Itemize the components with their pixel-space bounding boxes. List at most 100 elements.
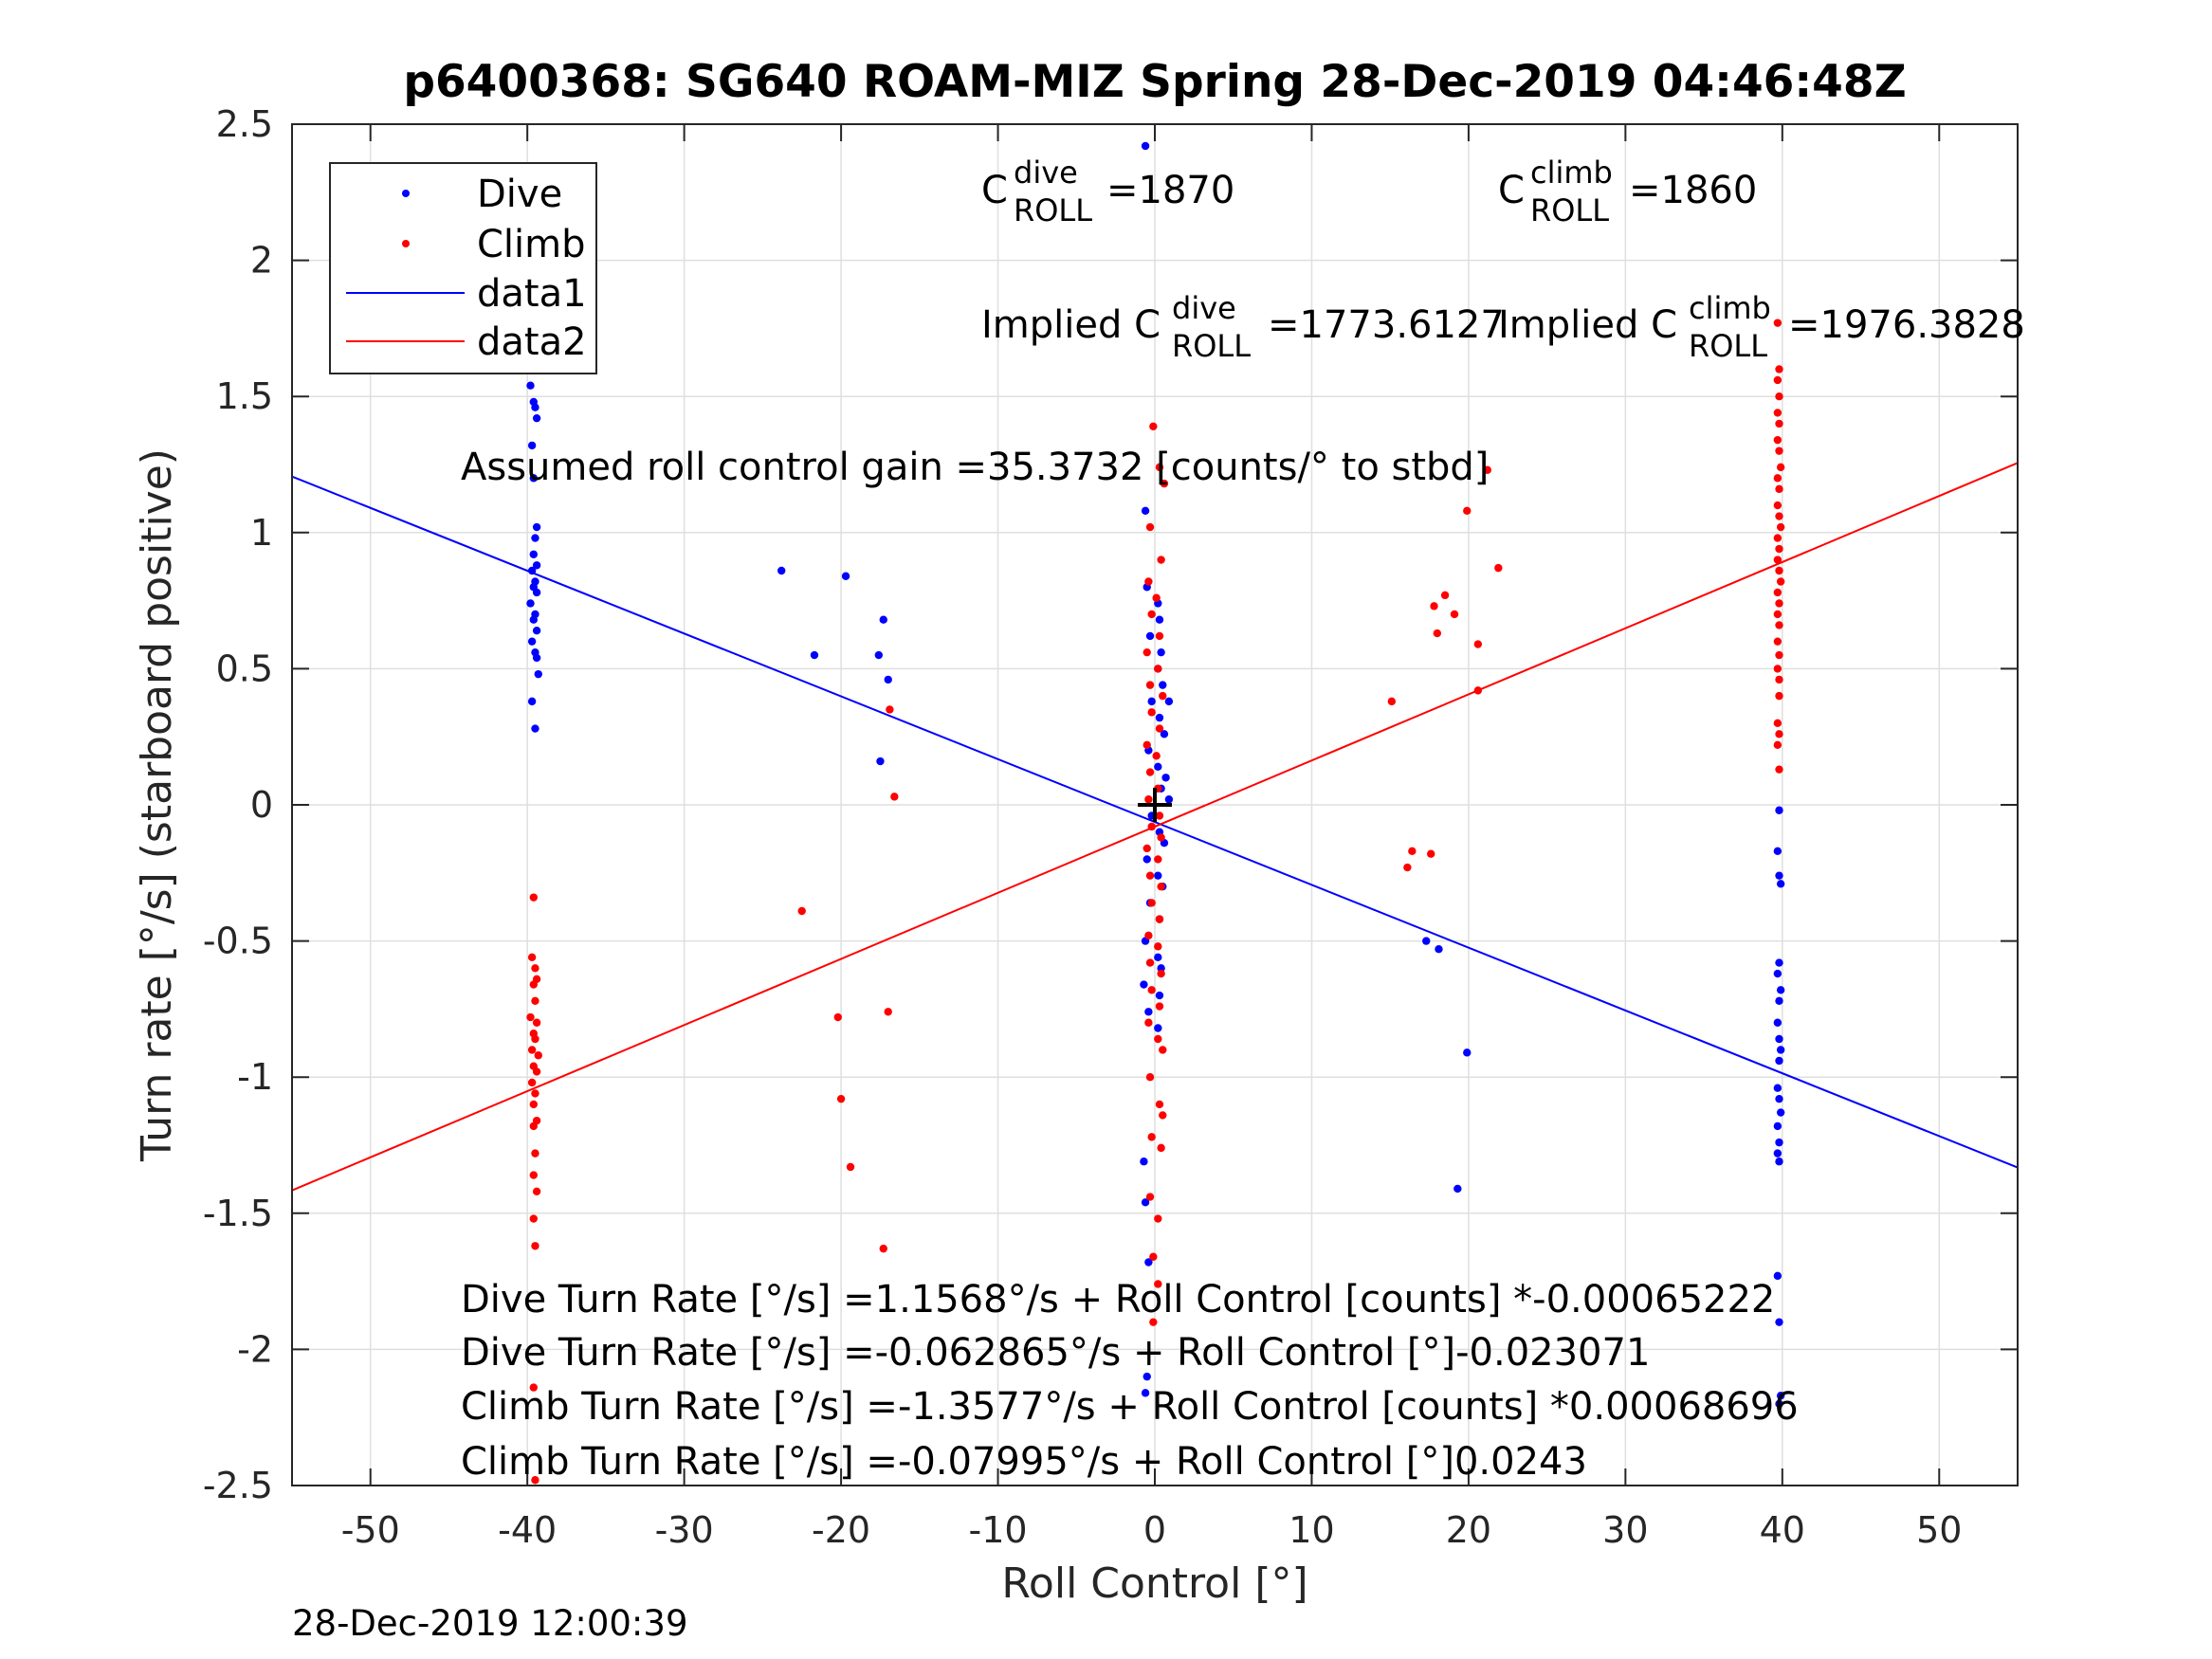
point-dive	[1140, 1158, 1148, 1166]
point-climb	[1427, 849, 1435, 858]
point-dive	[1773, 969, 1782, 978]
point-dive	[1773, 847, 1782, 856]
point-dive	[1776, 880, 1785, 888]
point-dive	[1141, 1198, 1150, 1207]
point-climb	[879, 1244, 887, 1253]
point-dive	[841, 572, 850, 580]
point-climb	[1145, 522, 1155, 532]
point-dive	[1773, 1121, 1782, 1131]
legend-marker-dive	[402, 190, 410, 197]
point-climb	[527, 1078, 537, 1087]
y-tick-label: -1	[237, 1056, 273, 1098]
point-climb	[1147, 610, 1156, 619]
point-dive	[1775, 806, 1783, 814]
point-climb	[1408, 847, 1417, 856]
point-dive	[527, 566, 537, 575]
annotation-c-climb-sub: ROLL	[1530, 192, 1609, 228]
point-dive	[1145, 631, 1155, 641]
data-points	[526, 141, 1785, 1485]
point-climb	[1145, 768, 1155, 776]
point-dive	[1144, 1258, 1153, 1267]
point-climb	[1775, 447, 1783, 455]
x-tick-label: 40	[1760, 1509, 1805, 1551]
point-climb	[1773, 556, 1782, 564]
x-tick-label: -10	[969, 1509, 1028, 1551]
point-climb	[1773, 637, 1782, 646]
point-climb	[1775, 691, 1783, 701]
legend-label-dive: Dive	[477, 173, 562, 216]
footer-timestamp: 28-Dec-2019 12:00:39	[292, 1603, 687, 1644]
legend: Dive Climb data1 data2	[329, 162, 597, 374]
point-climb	[1494, 563, 1503, 573]
y-tick-label: 1.5	[216, 375, 273, 417]
point-climb	[1773, 719, 1782, 728]
annotation-c-dive-sup: dive	[1014, 155, 1078, 191]
point-dive	[1776, 1108, 1785, 1117]
point-dive	[1775, 1094, 1783, 1103]
point-climb	[1430, 602, 1438, 611]
point-climb	[1149, 1318, 1158, 1326]
point-climb	[1773, 610, 1782, 619]
point-climb	[836, 1094, 846, 1103]
point-climb	[1154, 1280, 1162, 1288]
point-climb	[1157, 969, 1165, 978]
point-climb	[1147, 1133, 1156, 1141]
annotation-implied-dive-sub: ROLL	[1172, 328, 1251, 364]
point-climb	[1147, 822, 1156, 831]
x-tick-label: 30	[1602, 1509, 1648, 1551]
point-dive	[1775, 1056, 1783, 1066]
x-tick-label: -20	[812, 1509, 870, 1551]
annotation-c-dive-base: C	[981, 169, 1008, 212]
point-dive	[1141, 141, 1150, 151]
point-climb	[1144, 931, 1153, 940]
point-climb	[1433, 629, 1442, 638]
point-dive	[1775, 871, 1783, 880]
point-dive	[532, 626, 541, 635]
point-climb	[1775, 765, 1783, 774]
point-climb	[884, 1008, 892, 1016]
point-dive	[1776, 1046, 1785, 1054]
point-dive	[1435, 945, 1443, 954]
point-climb	[1155, 463, 1164, 472]
point-climb	[1773, 534, 1782, 542]
legend-marker-climb	[402, 240, 410, 247]
point-climb	[1159, 1111, 1167, 1120]
point-climb	[1775, 512, 1783, 520]
annotation-c-dive-sub: ROLL	[1014, 192, 1092, 228]
legend-label-data1: data1	[477, 272, 587, 316]
point-climb	[1776, 522, 1785, 532]
y-tick-label: -2.5	[203, 1465, 273, 1506]
point-dive	[532, 522, 541, 532]
y-tick-labels: -2.5 -2 -1.5 -1 -0.5 0 0.5 1 1.5 2 2.5	[203, 103, 273, 1506]
point-climb	[1483, 465, 1491, 474]
point-dive	[1773, 1149, 1782, 1158]
point-climb	[1387, 697, 1397, 706]
legend-item-dive: Dive	[402, 173, 562, 216]
point-dive	[529, 615, 538, 624]
point-dive	[1776, 1392, 1785, 1400]
point-climb	[1155, 811, 1164, 820]
y-tick-label: -1.5	[203, 1193, 273, 1234]
point-dive	[1773, 1018, 1782, 1027]
point-climb	[531, 1034, 539, 1044]
point-climb	[531, 1242, 539, 1250]
x-tick-label: -40	[498, 1509, 557, 1551]
point-dive	[1155, 991, 1164, 1000]
point-dive	[531, 534, 539, 542]
point-dive	[1143, 855, 1151, 864]
point-dive	[1144, 1008, 1153, 1016]
point-climb	[886, 705, 894, 714]
annotation-implied-climb: Implied C climb ROLL =1976.3828	[1498, 290, 2025, 364]
point-climb	[1773, 319, 1782, 327]
point-dive	[526, 381, 535, 390]
fit-line-1: Dive Turn Rate [°/s] =-0.062865°/s + Rol…	[461, 1331, 1650, 1375]
point-climb	[1776, 463, 1785, 472]
point-dive	[529, 474, 538, 483]
point-dive	[1453, 1184, 1462, 1194]
y-tick-label: 1	[250, 512, 273, 554]
point-climb	[1157, 556, 1165, 564]
x-tick-label: -30	[655, 1509, 714, 1551]
point-climb	[1403, 863, 1412, 872]
point-dive	[1463, 1048, 1472, 1057]
